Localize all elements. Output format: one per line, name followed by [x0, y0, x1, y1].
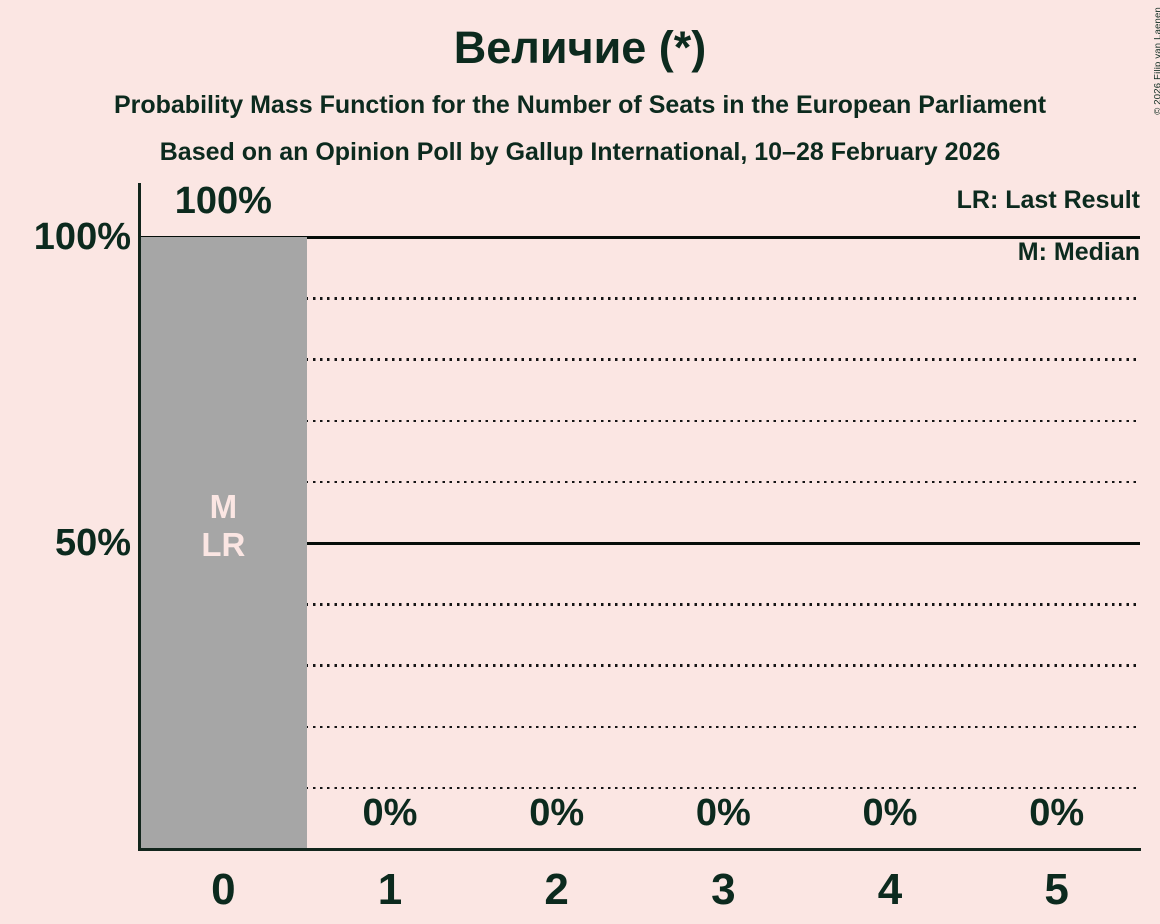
x-tick-label-3: 3 [711, 865, 736, 914]
bar-value-label-3: 0% [695, 792, 751, 834]
bar-seats-0 [140, 237, 307, 849]
x-axis-line [138, 848, 1141, 851]
chart-subtitle-poll: Based on an Opinion Poll by Gallup Inter… [159, 138, 1001, 166]
legend-median: M: Median [1017, 238, 1140, 266]
gridline-dotted-40 [140, 603, 1140, 606]
gridline-dotted-60 [140, 480, 1140, 484]
bar-value-label-4: 0% [862, 792, 918, 834]
median-label: M [209, 488, 238, 525]
x-tick-label-1: 1 [377, 865, 403, 914]
x-tick-label-4: 4 [877, 865, 903, 914]
x-tick-label-5: 5 [1044, 865, 1069, 914]
y-axis-tick-label-50: 50% [54, 522, 131, 564]
gridline-dotted-70 [140, 419, 1140, 423]
bar-value-label-2: 0% [529, 792, 585, 834]
chart-title: Величие (*) [453, 22, 707, 73]
x-tick-label-0: 0 [211, 865, 236, 914]
y-axis-line [138, 183, 141, 851]
gridline-solid-100 [140, 235, 1140, 239]
gridline-dotted-20 [140, 725, 1140, 729]
copyright-notice: © 2026 Filip van Laenen [1153, 7, 1160, 115]
bar-annotation-0: M LR [140, 488, 307, 564]
gridline-dotted-90 [140, 297, 1140, 300]
bar-value-label-5: 0% [1029, 792, 1085, 834]
last-result-label: LR [201, 526, 246, 563]
chart-subtitle-pmf: Probability Mass Function for the Number… [113, 91, 1047, 119]
bar-value-label-1: 0% [362, 792, 418, 834]
y-axis-tick-label-100: 100% [33, 216, 131, 258]
bar-value-label-0: 100% [174, 180, 272, 222]
plot-area: 100% 0 0% 1 0% 2 0% 3 0% 4 0% 5 M LR [140, 180, 1140, 914]
gridline-dotted-80 [140, 358, 1140, 361]
gridline-solid-50 [140, 541, 1140, 545]
legend-last-result: LR: Last Result [956, 186, 1140, 214]
gridline-dotted-30 [140, 664, 1140, 667]
gridline-dotted-10 [140, 786, 1140, 790]
x-tick-label-2: 2 [544, 865, 569, 914]
